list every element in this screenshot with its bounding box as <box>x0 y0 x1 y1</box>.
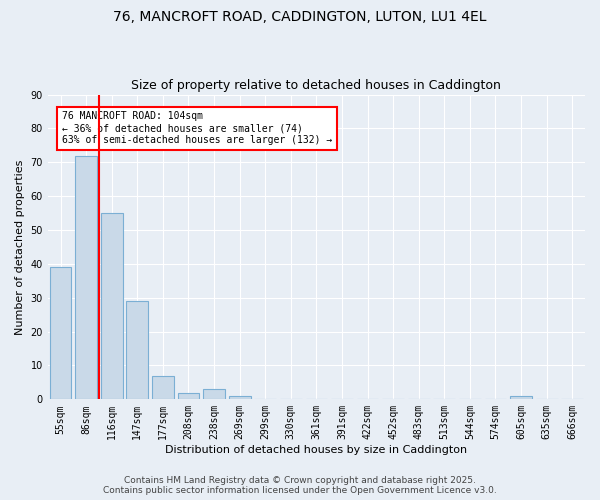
Bar <box>127 301 148 400</box>
Title: Size of property relative to detached houses in Caddington: Size of property relative to detached ho… <box>131 79 502 92</box>
Text: Contains HM Land Registry data © Crown copyright and database right 2025.
Contai: Contains HM Land Registry data © Crown c… <box>103 476 497 495</box>
Text: 76, MANCROFT ROAD, CADDINGTON, LUTON, LU1 4EL: 76, MANCROFT ROAD, CADDINGTON, LUTON, LU… <box>113 10 487 24</box>
Y-axis label: Number of detached properties: Number of detached properties <box>15 160 25 334</box>
Bar <box>510 396 532 400</box>
Bar <box>101 213 122 400</box>
Text: 76 MANCROFT ROAD: 104sqm
← 36% of detached houses are smaller (74)
63% of semi-d: 76 MANCROFT ROAD: 104sqm ← 36% of detach… <box>62 112 332 144</box>
Bar <box>50 268 71 400</box>
Bar <box>152 376 174 400</box>
Bar <box>203 389 225 400</box>
Bar <box>75 156 97 400</box>
Bar <box>178 392 199 400</box>
X-axis label: Distribution of detached houses by size in Caddington: Distribution of detached houses by size … <box>166 445 467 455</box>
Bar <box>229 396 251 400</box>
